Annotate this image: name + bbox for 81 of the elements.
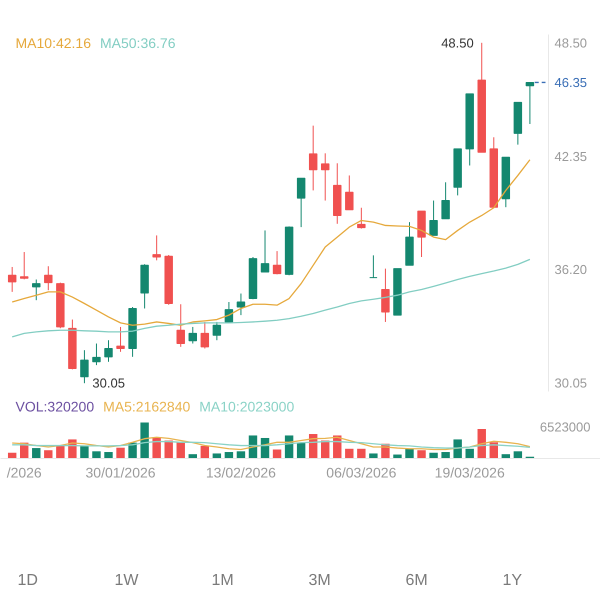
- candlestick: [212, 321, 222, 341]
- bar: [32, 448, 40, 458]
- text: 1D: [18, 572, 38, 589]
- y-tick-label: 36.20: [554, 262, 588, 278]
- bar: [200, 446, 210, 458]
- line-series: [12, 159, 531, 326]
- candlestick: [80, 350, 89, 384]
- candlestick: [236, 293, 246, 316]
- candlestick: [296, 178, 306, 228]
- bar: [465, 448, 474, 458]
- candlestick: [381, 268, 390, 322]
- text: 3M: [308, 572, 331, 589]
- candlestick: [44, 266, 53, 291]
- candlestick: [272, 250, 282, 275]
- candlestick: [429, 200, 438, 236]
- x-tick-label: 06/03/2026: [326, 464, 397, 480]
- candlestick: [92, 343, 101, 366]
- bar: [8, 452, 16, 458]
- bar: [44, 450, 53, 458]
- bar: [116, 448, 125, 458]
- x-tick-label: 19/03/2026: [434, 464, 505, 480]
- x-tick-label: 13/02/2026: [206, 464, 276, 480]
- bar: [164, 440, 173, 458]
- annotation: 30.05: [92, 376, 125, 391]
- text: 1Y: [502, 572, 522, 589]
- candlestick: [441, 182, 450, 220]
- candlestick: [20, 252, 28, 280]
- bar: [140, 422, 149, 458]
- bar: [321, 440, 330, 458]
- bar: [224, 452, 234, 458]
- candlestick: [188, 326, 198, 344]
- text: 6M: [406, 572, 428, 589]
- bar: [176, 442, 185, 458]
- bar: [345, 448, 354, 458]
- series-label: MA5:2162840: [103, 398, 191, 414]
- bar: [453, 439, 462, 458]
- candlestick: [357, 207, 366, 230]
- candlestick: [308, 125, 318, 191]
- candlestick: [104, 340, 113, 362]
- bar: [272, 450, 282, 458]
- bar: [212, 453, 222, 458]
- annotation: 48.50: [441, 35, 474, 50]
- text: 1M: [212, 572, 234, 589]
- ref-line-label: 46.35: [554, 74, 588, 90]
- text: MA10:42.16: [16, 34, 92, 51]
- candlestick: [152, 234, 161, 261]
- bar: [514, 451, 522, 458]
- bar: [236, 451, 246, 458]
- y-tick-label: 48.50: [554, 35, 588, 50]
- bar: [502, 454, 510, 458]
- y-tick-label: 30.05: [554, 376, 588, 391]
- bar: [188, 454, 197, 458]
- bar: [357, 448, 366, 458]
- bar: [369, 453, 378, 458]
- text: 1W: [114, 572, 140, 589]
- line-series: [12, 258, 531, 338]
- bar: [417, 450, 426, 458]
- series-label: MA10:2023000: [199, 398, 294, 414]
- candlestick: [320, 152, 330, 202]
- bar: [296, 443, 306, 458]
- y-tick-label: 42.35: [554, 148, 588, 164]
- bar: [441, 452, 450, 458]
- x-tick-label: 30/01/2026: [86, 464, 156, 480]
- text: 6523000: [540, 420, 591, 434]
- bar: [80, 446, 89, 458]
- bar: [478, 428, 486, 458]
- bar: [92, 451, 101, 458]
- candlestick: [116, 326, 125, 352]
- candlestick: [260, 230, 270, 273]
- bar: [429, 452, 438, 458]
- candlestick: [176, 304, 185, 348]
- candlestick: [369, 254, 378, 278]
- candlestick: [200, 321, 210, 350]
- x-tick-label: /2026: [6, 464, 42, 480]
- candlestick: [526, 82, 534, 124]
- candlestick: [32, 279, 40, 301]
- text: VOL:320200: [16, 398, 94, 414]
- bar: [56, 446, 65, 458]
- candlestick: [8, 266, 16, 292]
- candlestick: [345, 174, 354, 210]
- text: MA50:36.76: [100, 34, 176, 51]
